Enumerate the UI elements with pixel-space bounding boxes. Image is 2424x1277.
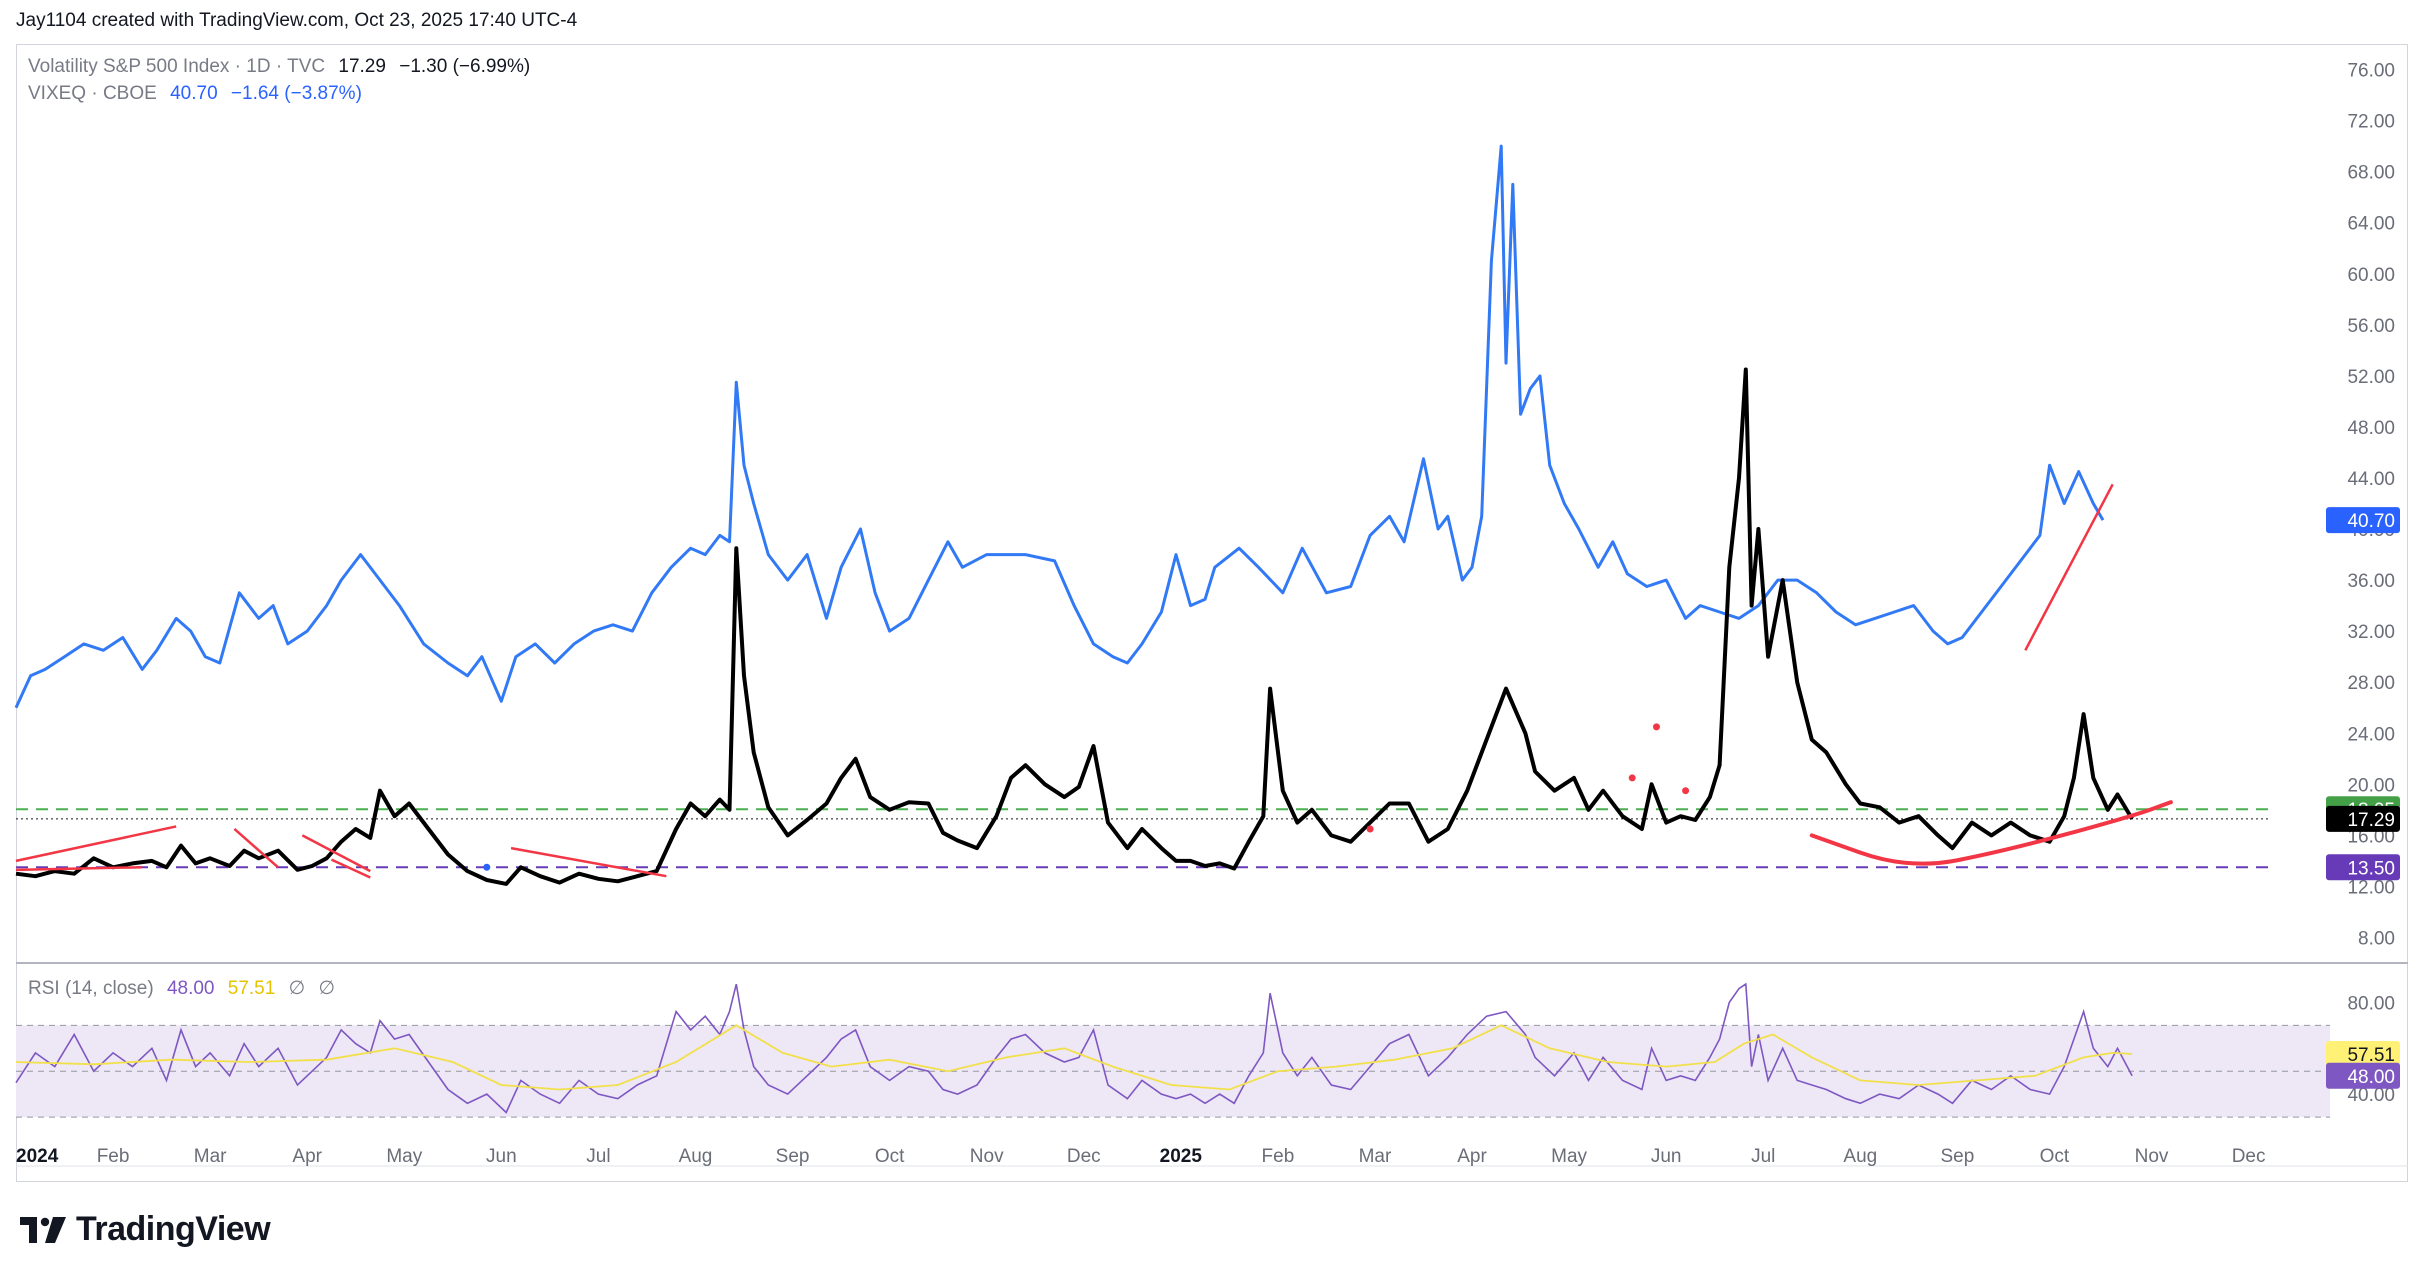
- y-tick-label: 60.00: [2347, 265, 2395, 286]
- x-tick-label: Nov: [970, 1146, 1004, 1167]
- y-tick-label: 36.00: [2347, 571, 2395, 592]
- rsi-legend-sym1: ∅: [288, 978, 306, 999]
- rsi-y-tick-label: 80.00: [2347, 993, 2395, 1014]
- x-tick-label: Aug: [1843, 1146, 1877, 1167]
- series-line-vix: [15, 367, 2134, 886]
- price-label-box: [2326, 805, 2400, 832]
- rsi-band-group: [16, 1024, 2330, 1118]
- tradingview-logo[interactable]: TradingView: [20, 1210, 271, 1249]
- legend-vix-name: Volatility S&P 500 Index · 1D · TVC: [28, 56, 326, 77]
- x-tick-label: Jul: [586, 1146, 610, 1167]
- x-tick-label: Jun: [1651, 1146, 1682, 1167]
- x-tick-label: Oct: [2040, 1146, 2070, 1167]
- y-tick-label: 20.00: [2347, 775, 2395, 796]
- chart-frame: [16, 44, 2408, 1182]
- price-label-text: 40.70: [2347, 511, 2395, 532]
- rsi-ma-line: [15, 1024, 2133, 1091]
- trendline: [301, 834, 371, 873]
- y-tick-label: 52.00: [2347, 367, 2395, 388]
- trendline: [2024, 483, 2114, 651]
- price-label-13.50: 13.50: [2326, 854, 2400, 881]
- legend-vixeq-change: −1.64 (−3.87%): [230, 83, 362, 104]
- rsi-legend-value: 48.00: [166, 978, 215, 999]
- rsi-price-label-box: [2326, 1062, 2400, 1089]
- trendline: [330, 858, 371, 879]
- x-tick-label: Apr: [1457, 1146, 1487, 1167]
- y-tick-label: 32.00: [2347, 622, 2395, 643]
- y-tick-label: 28.00: [2347, 673, 2395, 694]
- x-tick-label: Mar: [1359, 1146, 1392, 1167]
- trendline: [15, 825, 177, 863]
- rsi-legend[interactable]: RSI (14, close) 48.00 57.51 ∅ ∅: [28, 977, 343, 1000]
- legend-vixeq-last: 40.70: [170, 83, 218, 104]
- legend-vix-last: 17.29: [338, 56, 386, 77]
- rsi-legend-name: RSI (14, close): [28, 978, 154, 999]
- legend-vix[interactable]: Volatility S&P 500 Index · 1D · TVC 17.2…: [28, 56, 538, 78]
- x-tick-label: Apr: [292, 1146, 322, 1167]
- price-label-box: [2326, 507, 2400, 534]
- y-tick-label: 44.00: [2347, 469, 2395, 490]
- trendline: [233, 828, 279, 869]
- y-tick-label: 76.00: [2347, 61, 2395, 82]
- x-tick-label: Jun: [486, 1146, 517, 1167]
- y-tick-label: 48.00: [2347, 418, 2395, 439]
- tradingview-wordmark: TradingView: [76, 1210, 271, 1248]
- legend-vix-change: −1.30 (−6.99%): [399, 56, 531, 77]
- legend-vixeq-name: VIXEQ · CBOE: [28, 83, 157, 104]
- chart-attribution: Jay1104 created with TradingView.com, Oc…: [16, 10, 578, 31]
- x-tick-label: Aug: [679, 1146, 713, 1167]
- marker-dot: [1652, 723, 1660, 731]
- support-curve: [1809, 800, 2173, 866]
- x-tick-label: Jul: [1751, 1146, 1775, 1167]
- x-tick-label: 2024: [16, 1146, 59, 1167]
- x-tick-label: Nov: [2135, 1146, 2169, 1167]
- price-label-text: 17.29: [2347, 810, 2395, 831]
- rsi-price-label-text: 57.51: [2347, 1045, 2395, 1066]
- rsi-line: [15, 982, 2133, 1114]
- x-tick-label: May: [1551, 1146, 1587, 1167]
- rsi-legend-sym2: ∅: [318, 978, 335, 999]
- y-tick-label: 68.00: [2347, 163, 2395, 184]
- rsi-price-label: 48.00: [2326, 1062, 2400, 1089]
- rsi-legend-ma: 57.51: [227, 978, 276, 999]
- rsi-y-tick-label: 40.00: [2347, 1085, 2395, 1106]
- marker-dot: [1682, 787, 1690, 795]
- marker-dot: [483, 863, 491, 871]
- price-label-40.70: 40.70: [2326, 507, 2400, 534]
- y-tick-label: 12.00: [2347, 877, 2395, 898]
- y-tick-label: 64.00: [2347, 214, 2395, 235]
- x-tick-label: Oct: [875, 1146, 905, 1167]
- x-tick-label: 2025: [1160, 1146, 1203, 1167]
- legend-vixeq[interactable]: VIXEQ · CBOE 40.70 −1.64 (−3.87%): [28, 83, 370, 105]
- price-label-text: 13.50: [2347, 858, 2395, 879]
- y-tick-label: 24.00: [2347, 724, 2395, 745]
- trendline: [15, 866, 143, 872]
- x-tick-label: Mar: [194, 1146, 227, 1167]
- x-tick-label: Feb: [1262, 1146, 1295, 1167]
- rsi-price-label-box: [2326, 1040, 2400, 1067]
- x-tick-label: Feb: [97, 1146, 130, 1167]
- marker-dot: [1628, 774, 1636, 782]
- x-tick-label: Sep: [776, 1146, 810, 1167]
- price-label-17.29: 17.29: [2326, 805, 2400, 832]
- tradingview-logo-icon: [20, 1216, 66, 1243]
- x-tick-label: Sep: [1940, 1146, 1974, 1167]
- rsi-price-label: 57.51: [2326, 1040, 2400, 1067]
- series-line-vixeq: [14, 144, 2105, 709]
- x-tick-label: Dec: [2232, 1146, 2266, 1167]
- marker-dot: [1366, 825, 1374, 833]
- y-tick-label: 8.00: [2358, 928, 2395, 949]
- y-tick-label: 72.00: [2347, 112, 2395, 133]
- y-tick-label: 56.00: [2347, 316, 2395, 337]
- trendline: [510, 846, 667, 878]
- price-label-box: [2326, 854, 2400, 881]
- rsi-price-label-text: 48.00: [2347, 1067, 2395, 1088]
- x-tick-label: Dec: [1067, 1146, 1101, 1167]
- x-tick-label: May: [386, 1146, 422, 1167]
